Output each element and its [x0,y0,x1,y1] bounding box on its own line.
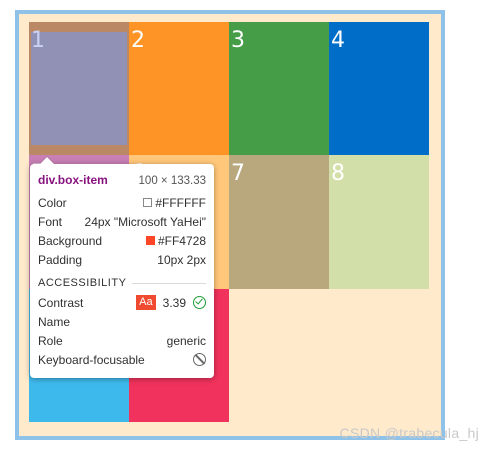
box-item-4[interactable]: 4 [329,22,429,155]
keyboard-value [193,353,206,366]
box-item-3[interactable]: 3 [229,22,329,155]
box-label: 1 [31,28,45,53]
contrast-aa-icon: Aa [136,295,156,310]
row-label: Role [38,333,63,348]
background-swatch-icon [145,236,155,245]
accessibility-section-header: ACCESSIBILITY [30,269,214,293]
element-size: 100 × 133.33 [138,175,206,187]
not-allowed-icon [193,353,206,366]
tooltip-row-contrast: Contrast Aa 3.39 [30,293,214,312]
tooltip-row-font: Font 24px "Microsoft YaHei" [30,212,214,231]
row-label: Color [38,195,67,210]
box-label: 8 [331,161,345,186]
tooltip-row-name: Name [30,312,214,331]
color-swatch-icon [143,198,153,207]
watermark: CSDN @trabecula_hj [339,425,479,441]
tooltip-row-padding: Padding 10px 2px [30,250,214,269]
tooltip-row-keyboard-focusable: Keyboard-focusable [30,350,214,369]
row-label: Contrast [38,295,84,310]
box-label: 3 [231,28,245,53]
box-item-7[interactable]: 7 [229,155,329,289]
tooltip-row-color: Color #FFFFFF [30,193,214,212]
padding-value: 10px 2px [157,252,206,267]
row-value: #FF4728 [145,233,206,248]
row-label: Name [38,314,71,329]
tooltip-arrow [40,157,54,164]
box-item-8[interactable]: 8 [329,155,429,289]
row-label: Padding [38,252,83,267]
contrast-value: 3.39 [162,295,186,310]
element-class: .box-item [54,173,108,187]
role-value: generic [166,333,206,348]
box-label: 2 [131,28,145,53]
row-label: Background [38,233,103,248]
element-selector: div.box-item [38,173,108,187]
color-value: #FFFFFF [155,195,206,210]
box-label: 4 [331,28,345,53]
section-divider [132,282,206,284]
box-item-1-label-overlay: 1 [29,22,129,62]
row-label: Font [38,214,63,229]
element-tag: div [38,173,55,187]
background-value: #FF4728 [157,233,206,248]
box-label: 7 [231,161,245,186]
section-title: ACCESSIBILITY [38,277,127,289]
font-value: 24px "Microsoft YaHei" [84,214,206,229]
tooltip-header: div.box-item 100 × 133.33 [30,164,214,193]
tooltip-row-background: Background #FF4728 [30,231,214,250]
row-label: Keyboard-focusable [38,352,145,367]
contrast-value-group: Aa 3.39 [136,295,206,310]
row-value: #FFFFFF [143,196,206,210]
check-circle-icon [193,296,206,309]
box-item-2[interactable]: 2 [129,22,229,155]
inspect-tooltip: div.box-item 100 × 133.33 Color #FFFFFF … [30,157,214,378]
tooltip-row-role: Role generic [30,331,214,350]
